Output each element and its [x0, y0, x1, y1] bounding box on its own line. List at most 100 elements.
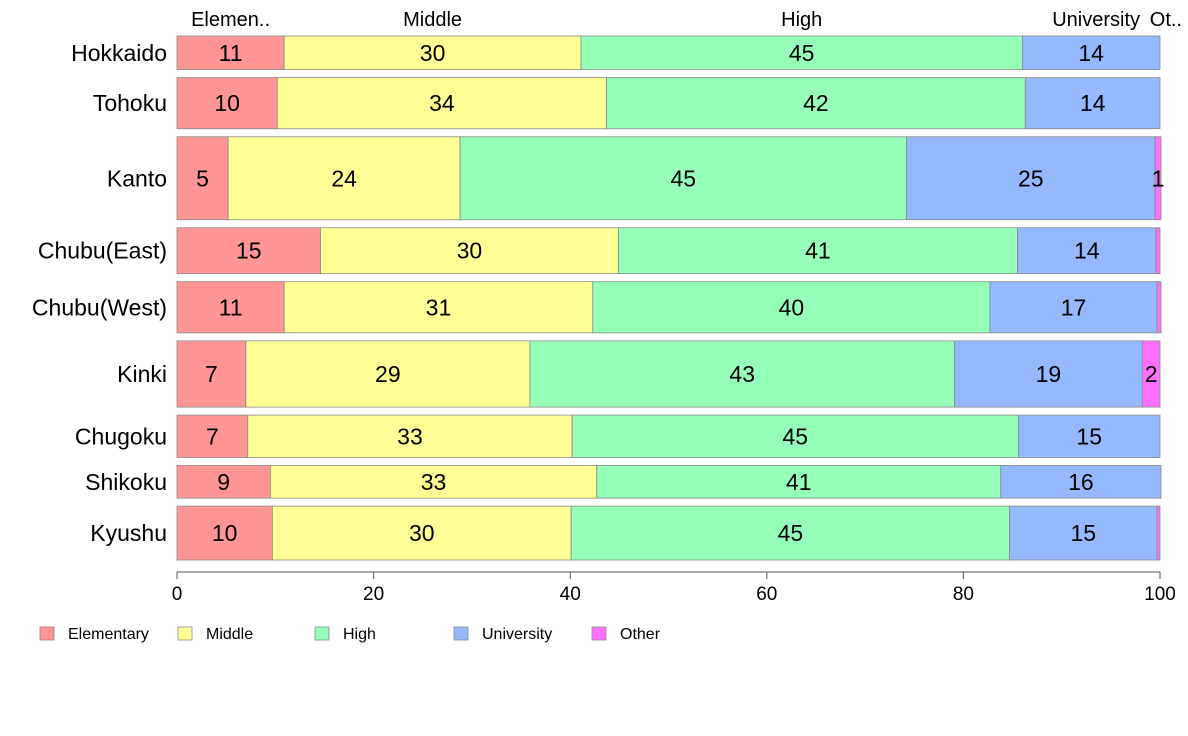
bar-segment-university-shikoku — [1000, 465, 1162, 499]
bar-segment-university-hokkaido — [1021, 35, 1161, 70]
legend-swatch-university — [453, 626, 469, 641]
bar-segment-high-chubuwest — [592, 281, 991, 334]
data-label: 14 — [1080, 90, 1106, 116]
data-label: 16 — [1068, 469, 1094, 495]
bar-segment-elementary-tohoku — [176, 77, 278, 130]
bar-segment-middle-kyushu — [271, 505, 572, 561]
data-label: 15 — [1076, 423, 1102, 449]
data-label: 10 — [214, 90, 240, 116]
bar-segment-other-kanto — [1154, 136, 1162, 221]
bar-segment-high-chugoku — [571, 414, 1019, 458]
bar-segment-middle-chugoku — [247, 414, 573, 458]
data-label: 45 — [778, 520, 804, 546]
bar-segment-university-kanto — [905, 136, 1156, 221]
legend-label-elementary: Elementary — [68, 626, 149, 643]
data-label: 2 — [1145, 361, 1158, 387]
x-tick-label: 80 — [953, 584, 974, 605]
data-label: 15 — [236, 238, 262, 264]
bar-segment-high-kyushu — [570, 505, 1011, 561]
bar-segment-middle-hokkaido — [283, 35, 582, 70]
x-tick-label: 40 — [560, 584, 581, 605]
category-label: Kanto — [107, 165, 167, 191]
bar-segment-university-tohoku — [1024, 77, 1161, 130]
data-label: 41 — [786, 469, 812, 495]
data-label: 31 — [426, 294, 452, 320]
data-label: 33 — [397, 423, 423, 449]
bar-segment-middle-kanto — [227, 136, 461, 221]
legend-label-high: High — [343, 626, 376, 643]
top-label-1: Middle — [403, 9, 462, 31]
data-label: 14 — [1078, 40, 1104, 66]
x-tick-label: 100 — [1144, 584, 1176, 605]
bar-segment-middle-tohoku — [276, 77, 607, 130]
data-label: 19 — [1036, 361, 1062, 387]
category-label: Chugoku — [75, 423, 167, 449]
bar-segment-university-kyushu — [1009, 505, 1158, 561]
top-label-other: Ot.. — [1150, 9, 1182, 31]
legend-swatch-middle — [177, 626, 193, 641]
bar-segment-high-tohoku — [606, 77, 1026, 130]
data-label: 17 — [1061, 294, 1087, 320]
data-label: 45 — [670, 165, 696, 191]
category-label: Hokkaido — [71, 40, 167, 66]
data-label: 33 — [421, 469, 447, 495]
top-label-university: University — [1052, 9, 1140, 31]
bar-segment-other-kyushu — [1156, 505, 1161, 561]
bar-segment-middle-kinki — [245, 340, 531, 408]
legend-label-other: Other — [620, 626, 661, 643]
bar-segment-other-chubueast — [1155, 227, 1161, 275]
data-label: 11 — [219, 294, 243, 320]
top-label-0: Elemen.. — [191, 9, 270, 31]
bar-segment-high-shikoku — [596, 465, 1002, 499]
bar-segment-middle-chubuwest — [283, 281, 594, 334]
data-label: 24 — [331, 165, 357, 191]
data-label: 30 — [420, 40, 446, 66]
category-label: Shikoku — [85, 469, 167, 495]
bar-segment-other-kinki — [1141, 340, 1161, 408]
data-label: 7 — [205, 361, 218, 387]
category-label: Chubu(East) — [38, 238, 167, 264]
data-label: 41 — [805, 238, 831, 264]
data-label: 15 — [1071, 520, 1097, 546]
bar-segment-elementary-chubueast — [176, 227, 321, 275]
data-label: 5 — [196, 165, 209, 191]
bar-segment-university-kinki — [954, 340, 1143, 408]
data-label: 34 — [429, 90, 455, 116]
bar-segment-elementary-kanto — [176, 136, 229, 221]
bar-segment-university-chugoku — [1018, 414, 1161, 458]
category-label: Kyushu — [90, 520, 167, 546]
top-label-2: High — [781, 9, 822, 31]
data-label: 11 — [219, 40, 243, 66]
legend-label-university: University — [482, 626, 552, 643]
bar-segment-elementary-shikoku — [176, 465, 271, 499]
data-label: 30 — [457, 238, 483, 264]
category-label: Tohoku — [93, 90, 167, 116]
data-label: 43 — [729, 361, 755, 387]
data-label: 42 — [803, 90, 829, 116]
bar-segment-high-hokkaido — [580, 35, 1023, 70]
data-label: 45 — [783, 423, 809, 449]
bar-segment-high-chubueast — [617, 227, 1018, 275]
legend-swatch-high — [314, 626, 330, 641]
bar-segment-elementary-chugoku — [176, 414, 249, 458]
bar-segment-elementary-hokkaido — [176, 35, 285, 70]
data-label: 30 — [409, 520, 435, 546]
bar-segment-other-chubuwest — [1156, 281, 1162, 334]
data-label: 14 — [1074, 238, 1100, 264]
category-label: Kinki — [117, 361, 167, 387]
bar-segment-middle-chubueast — [320, 227, 619, 275]
x-tick-label: 60 — [756, 584, 777, 605]
legend-swatch-elementary — [39, 626, 55, 641]
data-label: 45 — [789, 40, 815, 66]
data-label: 29 — [375, 361, 401, 387]
data-label: 10 — [212, 520, 238, 546]
bar-segment-elementary-kyushu — [176, 505, 273, 561]
category-label: Chubu(West) — [32, 294, 167, 320]
x-tick-label: 0 — [172, 584, 183, 605]
legend-label-middle: Middle — [206, 626, 253, 643]
data-label: 7 — [206, 423, 219, 449]
x-tick-label: 20 — [363, 584, 384, 605]
data-label: 1 — [1152, 165, 1165, 191]
legend-swatch-other — [591, 626, 607, 641]
